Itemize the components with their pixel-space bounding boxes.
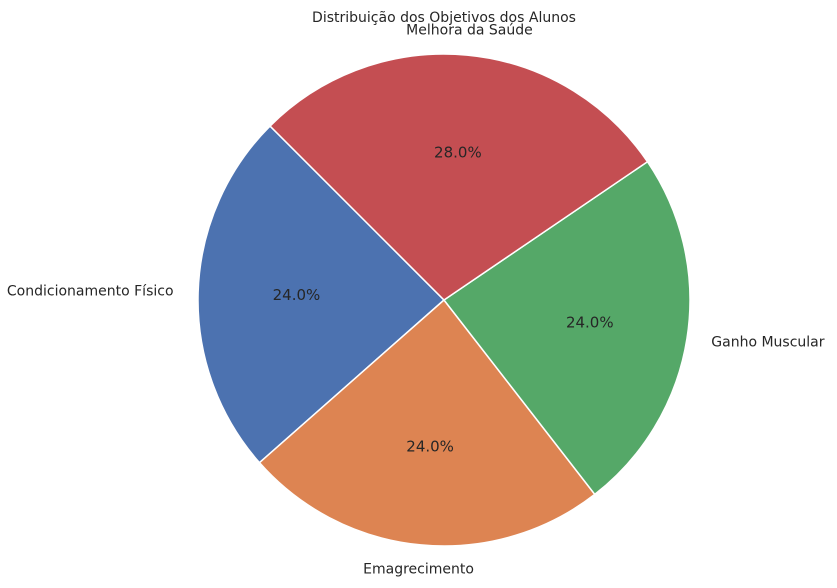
pie-slice-1 xyxy=(197,124,446,464)
slice-label-3: Ganho Muscular xyxy=(711,334,824,350)
pie-slice-3 xyxy=(442,160,691,496)
slice-label-4: Melhora da Saúde xyxy=(406,23,533,39)
pie-slices xyxy=(197,53,691,547)
chart-title: Distribuição dos Objetivos dos Alunos xyxy=(312,10,576,26)
slice-percent-1: 24.0% xyxy=(273,286,321,304)
slice-percent-2: 24.0% xyxy=(406,437,454,455)
pie-labels: Condicionamento Físico 24.0% Emagrecimento… xyxy=(7,23,825,578)
pie-slice-2 xyxy=(258,298,596,547)
slice-percent-3: 24.0% xyxy=(566,314,614,332)
slice-label-2: Emagrecimento xyxy=(363,561,474,577)
pie-slice-4 xyxy=(268,53,649,301)
slice-percent-4: 28.0% xyxy=(434,144,482,162)
slice-label-1: Condicionamento Físico xyxy=(7,284,174,300)
